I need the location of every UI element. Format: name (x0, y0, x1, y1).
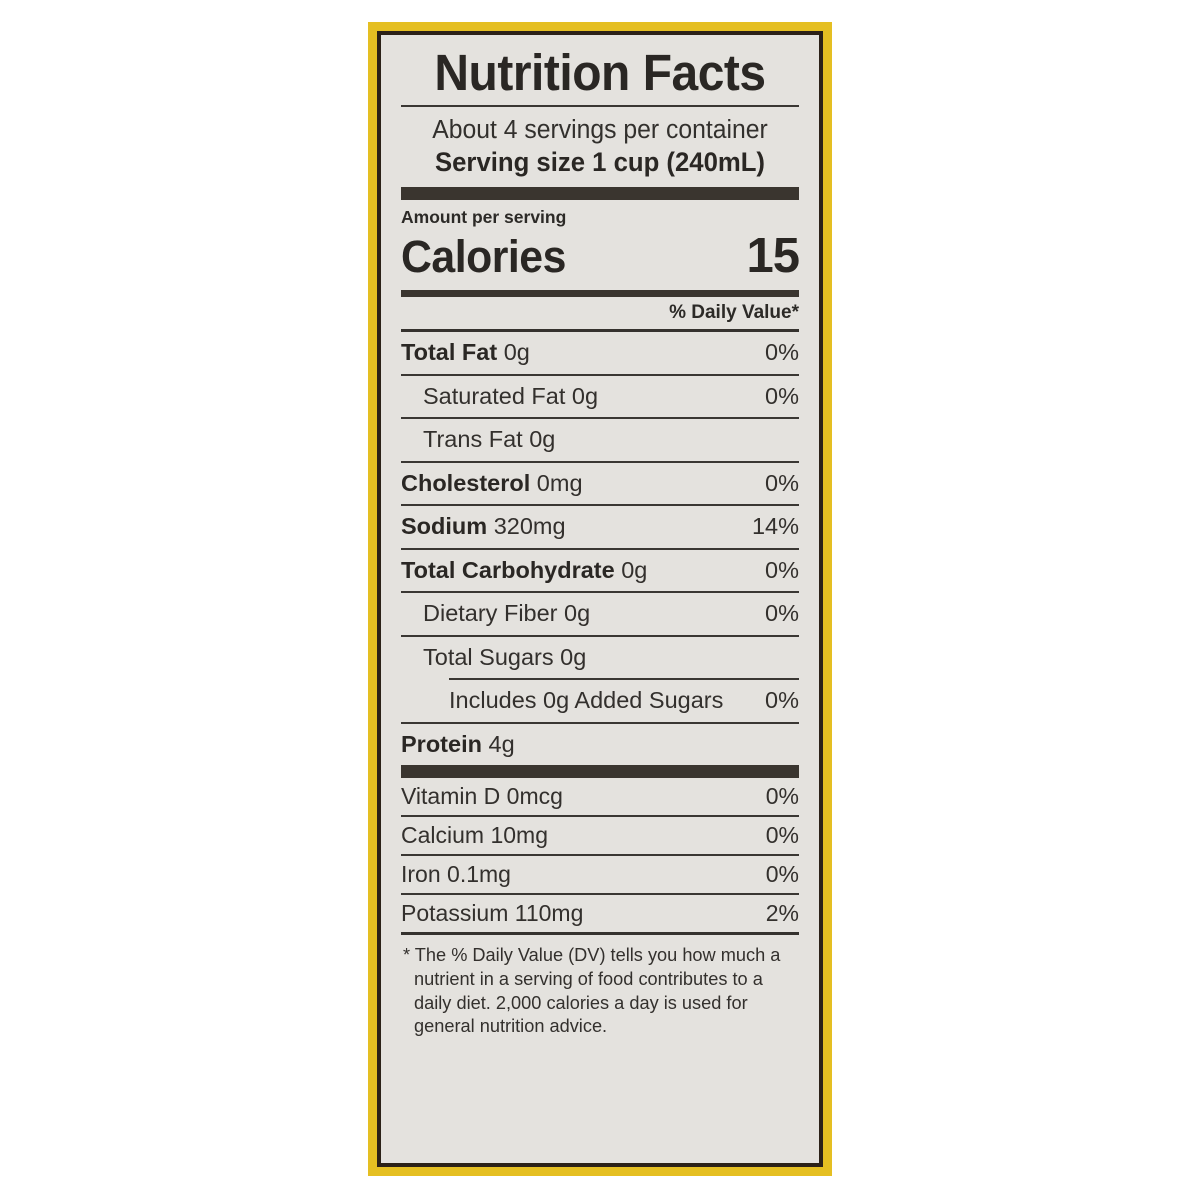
row-label-dietary-fiber: Dietary Fiber 0g (423, 600, 591, 627)
divider-after-saturated-fat (401, 417, 799, 420)
serving-size: Serving size 1 cup (240mL) (434, 147, 766, 178)
daily-value-footnote: * The % Daily Value (DV) tells you how m… (403, 945, 781, 1037)
nutrition-facts-panel: Nutrition Facts About 4 servings per con… (381, 35, 819, 1163)
row-label-saturated-fat: Saturated Fat 0g (423, 382, 599, 409)
row-dv-total-fat: 0% (765, 339, 799, 366)
row-dv-iron: 0% (765, 861, 799, 888)
package-inner-border: Nutrition Facts About 4 servings per con… (377, 31, 823, 1167)
row-label-potassium: Potassium 110mg (401, 900, 584, 927)
row-label-total-fat: Total Fat 0g (401, 341, 530, 365)
row-dv-cholesterol: 0% (765, 469, 799, 496)
row-trans-fat: Trans Fat 0g (401, 419, 799, 461)
row-bold-total-fat: Total Fat (401, 339, 498, 366)
row-dv-saturated-fat: 0% (765, 382, 799, 409)
servings-calories-divider (401, 187, 799, 201)
calories-row: Calories 15 (401, 228, 800, 290)
row-dv-total-carbohydrate: 0% (765, 556, 799, 583)
row-amount-cholesterol: 0mg (530, 469, 583, 496)
vitamins-footnote-divider (401, 932, 799, 936)
row-amount-total-fat: 0g (497, 339, 530, 366)
divider-after-cholesterol (401, 504, 799, 507)
calories-dv-divider (401, 290, 799, 298)
daily-value-divider (401, 329, 799, 333)
row-dv-added-sugars: 0% (765, 687, 799, 714)
row-label-cholesterol: Cholesterol 0mg (401, 469, 583, 496)
row-sodium: Sodium 320mg 14% (401, 506, 799, 548)
row-total-sugars: Total Sugars 0g (401, 637, 799, 679)
divider-after-calcium (401, 854, 799, 857)
divider-after-dietary-fiber (401, 634, 799, 637)
row-label-sodium: Sodium 320mg (401, 515, 566, 539)
divider-after-total-sugars (449, 678, 799, 681)
row-label-trans-fat: Trans Fat 0g (423, 426, 556, 453)
package-gold-frame: Nutrition Facts About 4 servings per con… (368, 22, 832, 1176)
nutrition-facts-title: Nutrition Facts (434, 44, 766, 101)
row-amount-total-carbohydrate: 0g (614, 556, 648, 583)
row-label-iron: Iron 0.1mg (401, 861, 511, 888)
row-potassium: Potassium 110mg 2% (401, 895, 799, 932)
row-dv-potassium: 2% (765, 900, 799, 927)
title-divider (401, 105, 799, 108)
servings-per-container: About 4 servings per container (432, 116, 768, 145)
row-label-total-carbohydrate: Total Carbohydrate 0g (401, 556, 648, 583)
row-amount-sodium: 320mg (487, 513, 566, 540)
divider-after-total-fat (401, 373, 799, 376)
row-label-vitamin-d: Vitamin D 0mcg (401, 783, 563, 810)
divider-after-trans-fat (401, 460, 799, 463)
calories-label: Calories (401, 231, 566, 283)
divider-after-vitamin-d (401, 815, 799, 818)
row-added-sugars: Includes 0g Added Sugars 0% (401, 680, 799, 722)
row-cholesterol: Cholesterol 0mg 0% (401, 463, 799, 505)
divider-after-added-sugars (401, 721, 799, 724)
row-label-total-sugars: Total Sugars 0g (423, 643, 587, 670)
row-dv-sodium: 14% (751, 513, 799, 540)
row-amount-protein: 4g (481, 730, 515, 757)
row-protein: Protein 4g (401, 724, 799, 766)
divider-after-iron (401, 893, 799, 896)
row-bold-cholesterol: Cholesterol (401, 469, 531, 496)
protein-vitamins-divider (401, 765, 799, 779)
row-dv-dietary-fiber: 0% (765, 600, 799, 627)
row-total-carbohydrate: Total Carbohydrate 0g 0% (401, 550, 799, 592)
row-vitamin-d: Vitamin D 0mcg 0% (401, 778, 799, 815)
divider-after-sodium (401, 547, 799, 550)
row-label-added-sugars: Includes 0g Added Sugars (449, 687, 724, 714)
daily-value-header: % Daily Value* (669, 302, 799, 324)
row-label-calcium: Calcium 10mg (401, 822, 548, 849)
row-dv-calcium: 0% (765, 822, 799, 849)
row-dv-vitamin-d: 0% (765, 783, 799, 810)
divider-after-total-carbohydrate (401, 591, 799, 594)
row-label-protein: Protein 4g (401, 730, 515, 757)
row-calcium: Calcium 10mg 0% (401, 817, 799, 854)
calories-value: 15 (746, 229, 800, 284)
row-dietary-fiber: Dietary Fiber 0g 0% (401, 593, 799, 635)
row-bold-total-carbohydrate: Total Carbohydrate (401, 556, 615, 583)
row-iron: Iron 0.1mg 0% (401, 856, 799, 893)
row-bold-protein: Protein (401, 730, 482, 757)
row-bold-sodium: Sodium (401, 513, 488, 540)
row-total-fat: Total Fat 0g 0% (401, 332, 799, 374)
row-saturated-fat: Saturated Fat 0g 0% (401, 376, 799, 418)
amount-per-serving-label: Amount per serving (401, 207, 567, 228)
